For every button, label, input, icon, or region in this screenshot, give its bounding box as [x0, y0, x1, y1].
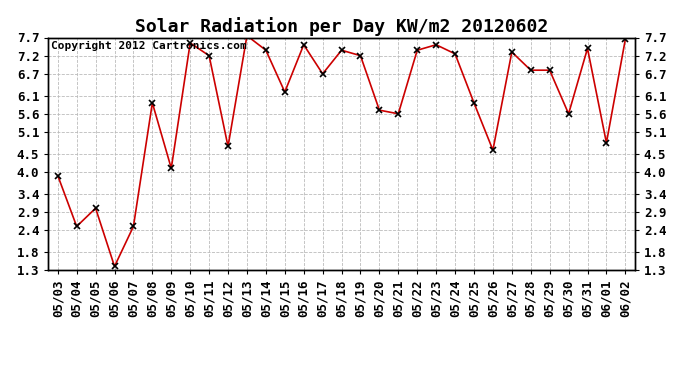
Text: Copyright 2012 Cartronics.com: Copyright 2012 Cartronics.com — [51, 41, 247, 51]
Title: Solar Radiation per Day KW/m2 20120602: Solar Radiation per Day KW/m2 20120602 — [135, 17, 548, 36]
